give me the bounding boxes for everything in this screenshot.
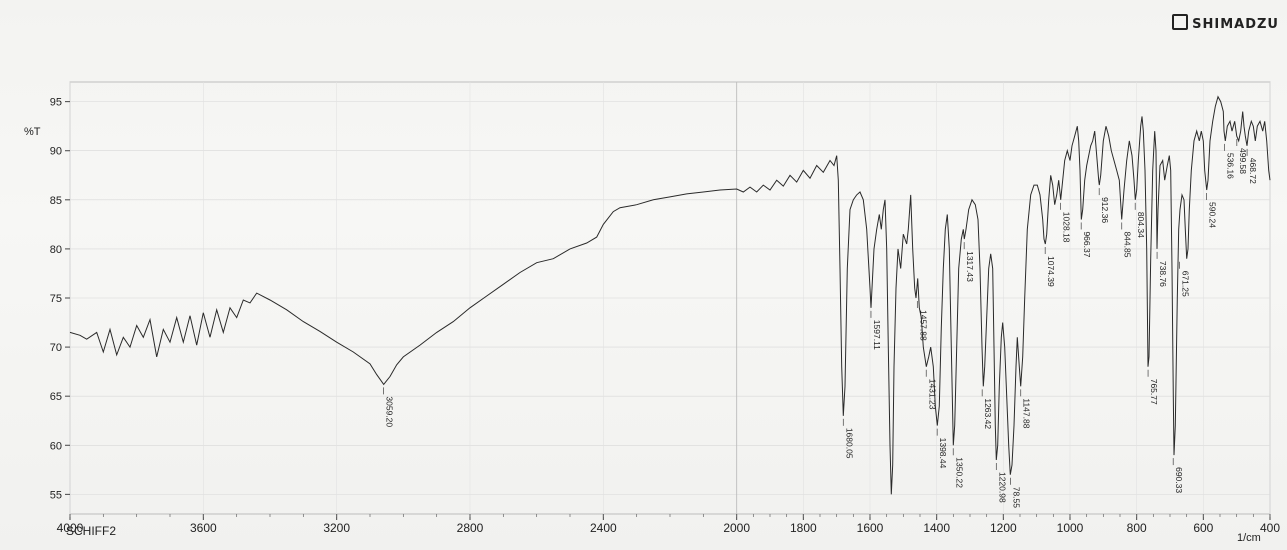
peak-label: 1220.98	[997, 472, 1007, 503]
peak-label: 3059.20	[385, 396, 395, 427]
peak-label: 765.77	[1149, 379, 1159, 405]
y-tick-label: 55	[50, 489, 62, 501]
peak-label: 804.34	[1136, 212, 1146, 238]
peak-label: 1028.18	[1062, 212, 1072, 243]
peak-label: 78.55	[1011, 487, 1021, 509]
x-tick-label: 1000	[1057, 521, 1084, 535]
x-tick-label: 4000	[57, 521, 84, 535]
peak-label: 1074.39	[1046, 256, 1056, 287]
peak-annotations: 3059.20 1680.05 1597.11 1457.88 1431.23 1398.…	[383, 139, 1258, 509]
peak-label: 1457.88	[918, 310, 928, 341]
y-tick-label: 70	[50, 342, 62, 354]
peak-label: 690.33	[1174, 467, 1184, 493]
peak-label: 499.58	[1238, 148, 1248, 174]
peak-label: 844.85	[1123, 231, 1133, 257]
x-tick-label: 1200	[990, 521, 1017, 535]
peak-label: 590.24	[1208, 202, 1218, 228]
x-tick-label: 600	[1193, 521, 1213, 535]
brand-name: SHIMADZU	[1192, 17, 1279, 32]
shimadzu-logo-icon	[1172, 14, 1189, 30]
x-axis-unit-label: 1/cm	[1237, 532, 1261, 544]
peak-label: 912.36	[1100, 197, 1110, 223]
x-tick-label: 3600	[190, 521, 217, 535]
y-tick-label: 95	[50, 97, 62, 109]
x-tick-label: 2800	[457, 521, 484, 535]
peak-label: 738.76	[1158, 261, 1168, 287]
peak-label: 671.25	[1181, 271, 1191, 297]
peak-label: 1317.43	[965, 251, 975, 282]
x-tick-label: 2400	[590, 521, 617, 535]
x-tick-label: 1600	[857, 521, 884, 535]
peak-label: 536.16	[1226, 153, 1236, 179]
x-tick-label: 2000	[723, 521, 750, 535]
y-axis-label: %T	[24, 126, 41, 138]
brand-logo: SHIMADZU	[1172, 14, 1279, 32]
y-tick-label: 90	[50, 146, 62, 158]
peak-label: 966.37	[1082, 231, 1092, 257]
y-tick-label: 85	[50, 195, 62, 207]
y-tick-label: 65	[50, 391, 62, 403]
spectrum-line	[69, 95, 1271, 495]
y-axis-ticks: 55 60 65 70 75 80 85 90 95	[50, 97, 70, 501]
sample-name: SCHIFF2	[66, 524, 117, 538]
y-tick-label: 80	[50, 244, 62, 256]
x-tick-label: 1800	[790, 521, 817, 535]
x-tick-label: 800	[1127, 521, 1147, 535]
peak-label: 468.72	[1248, 158, 1258, 184]
x-tick-label: 3200	[323, 521, 350, 535]
peak-label: 1431.23	[927, 379, 937, 410]
x-tick-label: 400	[1260, 521, 1280, 535]
x-tick-label: 1400	[923, 521, 950, 535]
peak-label: 1680.05	[844, 428, 854, 459]
y-tick-label: 75	[50, 293, 62, 305]
peak-label: 1597.11	[872, 320, 882, 350]
x-axis-ticks: 4000 3600 3200 2800 2400 2000 1800 1600 1400 1200…	[57, 514, 1280, 535]
peak-label: 1398.44	[938, 438, 948, 469]
peak-label: 1263.42	[983, 398, 993, 429]
peak-label: 1147.88	[1022, 398, 1032, 428]
y-tick-label: 60	[50, 440, 62, 452]
peak-label: 1350.22	[954, 457, 964, 488]
